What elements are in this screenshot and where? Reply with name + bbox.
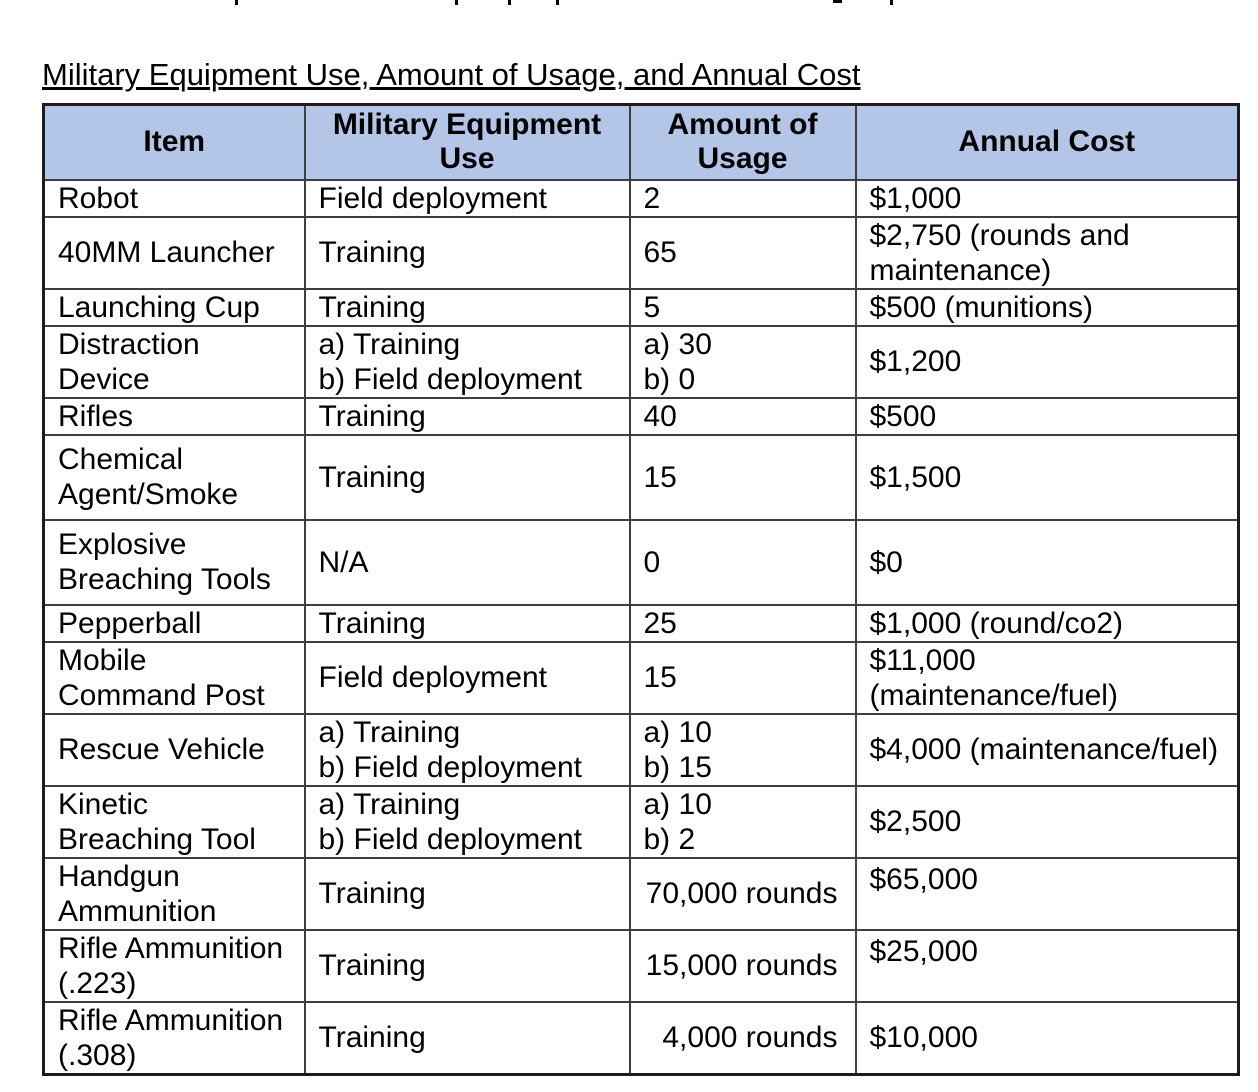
header-row: Item Military Equipment Use Amount of Usag… bbox=[42, 103, 1240, 181]
use-cell: Field deployment bbox=[303, 640, 631, 715]
cost-cell: $0 bbox=[854, 518, 1240, 606]
item-cell: Distraction Device bbox=[42, 324, 306, 399]
table-header: Item Military Equipment Use Amount of Usag… bbox=[42, 103, 1240, 181]
table-row: Launching Cup Training 5 $500 (munitions) bbox=[42, 287, 1240, 327]
item-cell: Chemical Agent/Smoke bbox=[42, 433, 306, 521]
use-cell: Training bbox=[303, 433, 631, 521]
item-cell: Kinetic Breaching Tool bbox=[42, 784, 306, 859]
clipped-text-fragment bbox=[235, 0, 238, 5]
table-row: Kinetic Breaching Tool a) Training b) Fie… bbox=[42, 784, 1240, 859]
cost-cell: $2,500 bbox=[854, 784, 1240, 859]
table-row: Pepperball Training 25 $1,000 (round/co2) bbox=[42, 603, 1240, 643]
cost-cell: $10,000 bbox=[854, 1000, 1240, 1075]
amount-cell: 15,000 rounds bbox=[628, 928, 857, 1003]
page-title: Military Equipment Use, Amount of Usage,… bbox=[42, 56, 861, 92]
item-cell: Rescue Vehicle bbox=[42, 712, 306, 787]
clipped-text-fragment bbox=[508, 0, 511, 5]
cost-cell: $500 bbox=[854, 396, 1240, 436]
table-body: Robot Field deployment 2 $1,000 40MM Launche… bbox=[42, 178, 1240, 1075]
use-cell: Training bbox=[303, 603, 631, 643]
table-row: Distraction Device a) Training b) Field d… bbox=[42, 324, 1240, 399]
table-row: Robot Field deployment 2 $1,000 bbox=[42, 178, 1240, 218]
use-cell: Training bbox=[303, 287, 631, 327]
table-row: Rescue Vehicle a) Training b) Field deplo… bbox=[42, 712, 1240, 787]
amount-cell: a) 30 b) 0 bbox=[628, 324, 857, 399]
table-row: Explosive Breaching Tools N/A 0 $0 bbox=[42, 518, 1240, 606]
use-cell: a) Training b) Field deployment bbox=[303, 784, 631, 859]
use-cell: Field deployment bbox=[303, 178, 631, 218]
table-row: Rifles Training 40 $500 bbox=[42, 396, 1240, 436]
column-header-item: Item bbox=[42, 103, 306, 181]
use-cell: a) Training b) Field deployment bbox=[303, 324, 631, 399]
amount-cell: 15 bbox=[628, 640, 857, 715]
cost-cell: $1,000 (round/co2) bbox=[854, 603, 1240, 643]
column-header-amount: Amount of Usage bbox=[628, 103, 857, 181]
use-cell: Training bbox=[303, 928, 631, 1003]
data-table: Item Military Equipment Use Amount of Usag… bbox=[42, 103, 1240, 1076]
amount-cell: 40 bbox=[628, 396, 857, 436]
item-cell: Rifles bbox=[42, 396, 306, 436]
table-row: Chemical Agent/Smoke Training 15 $1,500 bbox=[42, 433, 1240, 521]
use-cell: Training bbox=[303, 396, 631, 436]
column-header-use: Military Equipment Use bbox=[303, 103, 631, 181]
table-row: Rifle Ammunition (.223) Training 15,000 ro… bbox=[42, 928, 1240, 1003]
amount-cell: 2 bbox=[628, 178, 857, 218]
amount-cell: a) 10 b) 2 bbox=[628, 784, 857, 859]
cost-cell: $4,000 (maintenance/fuel) bbox=[854, 712, 1240, 787]
column-header-cost: Annual Cost bbox=[854, 103, 1240, 181]
item-cell: Mobile Command Post bbox=[42, 640, 306, 715]
amount-cell: 25 bbox=[628, 603, 857, 643]
item-cell: Explosive Breaching Tools bbox=[42, 518, 306, 606]
table-row: Handgun Ammunition Training 70,000 rounds $… bbox=[42, 856, 1240, 931]
clipped-text-fragment bbox=[556, 0, 559, 5]
cost-cell: $1,500 bbox=[854, 433, 1240, 521]
table-row: 40MM Launcher Training 65 $2,750 (rounds an… bbox=[42, 215, 1240, 290]
amount-cell: 65 bbox=[628, 215, 857, 290]
cost-cell: $11,000 (maintenance/fuel) bbox=[854, 640, 1240, 715]
cost-cell: $2,750 (rounds and maintenance) bbox=[854, 215, 1240, 290]
cost-cell: $500 (munitions) bbox=[854, 287, 1240, 327]
use-cell: Training bbox=[303, 215, 631, 290]
clipped-text-fragment bbox=[833, 0, 842, 3]
table-row: Rifle Ammunition (.308) Training 4,000 rou… bbox=[42, 1000, 1240, 1075]
item-cell: Rifle Ammunition (.223) bbox=[42, 928, 306, 1003]
item-cell: Rifle Ammunition (.308) bbox=[42, 1000, 306, 1075]
cost-cell: $25,000 bbox=[854, 928, 1240, 1003]
use-cell: Training bbox=[303, 856, 631, 931]
equipment-usage-table: Item Military Equipment Use Amount of Usag… bbox=[42, 103, 1240, 1076]
amount-cell: 70,000 rounds bbox=[628, 856, 857, 931]
amount-cell: 0 bbox=[628, 518, 857, 606]
cost-cell: $1,200 bbox=[854, 324, 1240, 399]
item-cell: Launching Cup bbox=[42, 287, 306, 327]
amount-cell: 4,000 rounds bbox=[628, 1000, 857, 1075]
cost-cell: $65,000 bbox=[854, 856, 1240, 931]
amount-cell: 5 bbox=[628, 287, 857, 327]
item-cell: Robot bbox=[42, 178, 306, 218]
item-cell: Pepperball bbox=[42, 603, 306, 643]
amount-cell: 15 bbox=[628, 433, 857, 521]
clipped-text-fragment bbox=[890, 0, 893, 5]
item-cell: Handgun Ammunition bbox=[42, 856, 306, 931]
amount-cell: a) 10 b) 15 bbox=[628, 712, 857, 787]
use-cell: N/A bbox=[303, 518, 631, 606]
use-cell: Training bbox=[303, 1000, 631, 1075]
use-cell: a) Training b) Field deployment bbox=[303, 712, 631, 787]
table-row: Mobile Command Post Field deployment 15 $11… bbox=[42, 640, 1240, 715]
clipped-text-fragment bbox=[455, 0, 458, 5]
cost-cell: $1,000 bbox=[854, 178, 1240, 218]
item-cell: 40MM Launcher bbox=[42, 215, 306, 290]
